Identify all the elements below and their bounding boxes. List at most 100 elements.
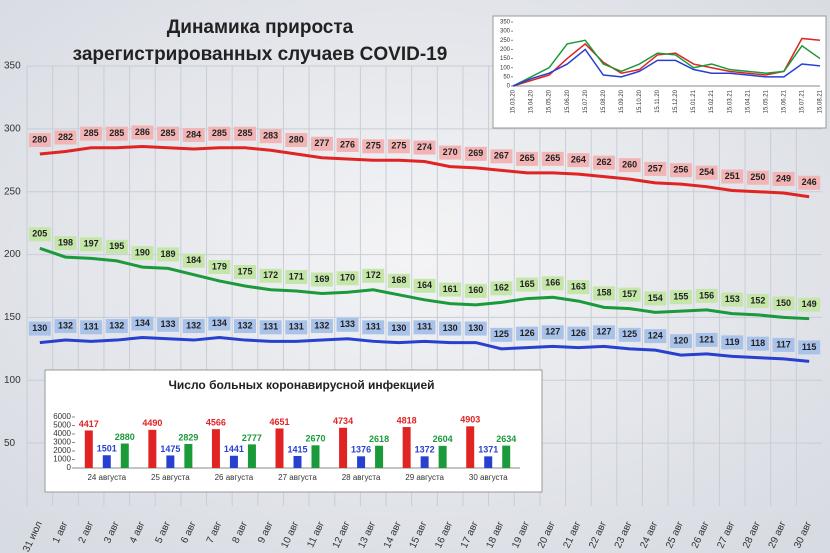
data-label: 172 xyxy=(366,270,381,280)
data-label: 2634 xyxy=(496,434,516,444)
label-box xyxy=(105,319,128,334)
data-label: 2670 xyxy=(305,434,325,444)
label-box xyxy=(772,337,795,352)
bar xyxy=(148,429,157,468)
data-label: 169 xyxy=(314,274,329,284)
y-tick-label: 1000 xyxy=(53,455,71,464)
label-box xyxy=(182,319,205,334)
label-box xyxy=(28,227,51,242)
bar xyxy=(357,456,366,468)
bar xyxy=(229,455,238,468)
label-box xyxy=(644,161,667,176)
data-label: 134 xyxy=(135,318,150,328)
data-label: 126 xyxy=(520,328,535,338)
data-label: 179 xyxy=(212,261,227,271)
data-label: 157 xyxy=(622,289,637,299)
y-tick-label: 300 xyxy=(4,123,21,134)
y-tick-label: 4000 xyxy=(53,429,71,438)
bar xyxy=(293,455,302,468)
inset-panel xyxy=(44,369,543,493)
label-box xyxy=(798,340,821,355)
data-label: 158 xyxy=(597,288,612,298)
data-label: 267 xyxy=(494,151,509,161)
y-tick-label: 100 xyxy=(4,375,21,386)
y-tick-label: 200 xyxy=(500,47,511,53)
label-box xyxy=(80,320,103,335)
data-label: 1475 xyxy=(160,444,180,454)
data-label: 162 xyxy=(494,283,509,293)
label-box xyxy=(490,149,513,164)
label-box xyxy=(490,327,513,342)
x-tick-label: 15.04.20 xyxy=(529,89,535,113)
label-box xyxy=(182,127,205,142)
data-label: 120 xyxy=(673,336,688,346)
data-label: 166 xyxy=(545,278,560,288)
x-tick-label: 15.03.20 xyxy=(511,89,517,113)
data-label: 270 xyxy=(443,147,458,157)
bar xyxy=(375,445,384,468)
label-box xyxy=(310,319,333,334)
bar xyxy=(339,427,348,468)
data-label: 121 xyxy=(699,334,714,344)
data-label: 130 xyxy=(32,323,47,333)
data-label: 150 xyxy=(776,298,791,308)
label-box xyxy=(182,253,205,268)
bar xyxy=(120,443,129,468)
data-label: 190 xyxy=(135,248,150,258)
data-label: 276 xyxy=(340,139,355,149)
y-tick-label: 100 xyxy=(500,65,511,71)
data-label: 170 xyxy=(340,273,355,283)
label-box xyxy=(362,320,385,335)
label-box xyxy=(208,259,231,274)
label-box xyxy=(695,332,718,347)
label-box xyxy=(746,336,769,351)
label-box xyxy=(516,151,539,166)
data-label: 251 xyxy=(725,171,740,181)
bar xyxy=(311,445,320,468)
data-label: 133 xyxy=(161,319,176,329)
data-label: 160 xyxy=(468,285,483,295)
label-box xyxy=(772,171,795,186)
label-box xyxy=(387,273,410,288)
bar xyxy=(102,455,111,468)
y-tick-label: 250 xyxy=(4,186,21,197)
data-label: 2604 xyxy=(433,434,453,444)
label-box xyxy=(464,283,487,298)
data-label: 197 xyxy=(84,239,99,249)
label-box xyxy=(310,272,333,287)
label-box xyxy=(798,175,821,190)
bar xyxy=(466,426,475,468)
label-box xyxy=(567,280,590,295)
label-box xyxy=(464,146,487,161)
data-label: 155 xyxy=(673,292,688,302)
bar xyxy=(438,445,447,468)
data-label: 256 xyxy=(673,165,688,175)
label-box xyxy=(157,126,180,141)
x-tick-label: 15.09.20 xyxy=(619,89,625,113)
label-box xyxy=(362,268,385,283)
x-tick-label: 27 августа xyxy=(278,473,317,482)
data-label: 4818 xyxy=(397,415,417,425)
label-box xyxy=(413,140,436,155)
label-box xyxy=(593,325,616,340)
data-label: 132 xyxy=(58,320,73,330)
data-label: 246 xyxy=(802,177,817,187)
data-label: 125 xyxy=(494,329,509,339)
x-tick-label: 30 августа xyxy=(469,473,508,482)
data-label: 283 xyxy=(263,131,278,141)
x-tick-label: 15.12.20 xyxy=(673,89,679,113)
label-box xyxy=(233,319,256,334)
data-label: 149 xyxy=(802,299,817,309)
label-box xyxy=(798,297,821,312)
y-tick-label: 50 xyxy=(503,74,510,80)
y-tick-label: 3000 xyxy=(53,438,71,447)
data-label: 285 xyxy=(161,128,176,138)
x-tick-label: 15.07.21 xyxy=(800,89,806,113)
label-box xyxy=(233,126,256,141)
data-label: 118 xyxy=(751,338,766,348)
data-label: 127 xyxy=(597,327,612,337)
data-label: 1376 xyxy=(351,445,371,455)
data-label: 165 xyxy=(520,279,535,289)
label-box xyxy=(669,290,692,305)
